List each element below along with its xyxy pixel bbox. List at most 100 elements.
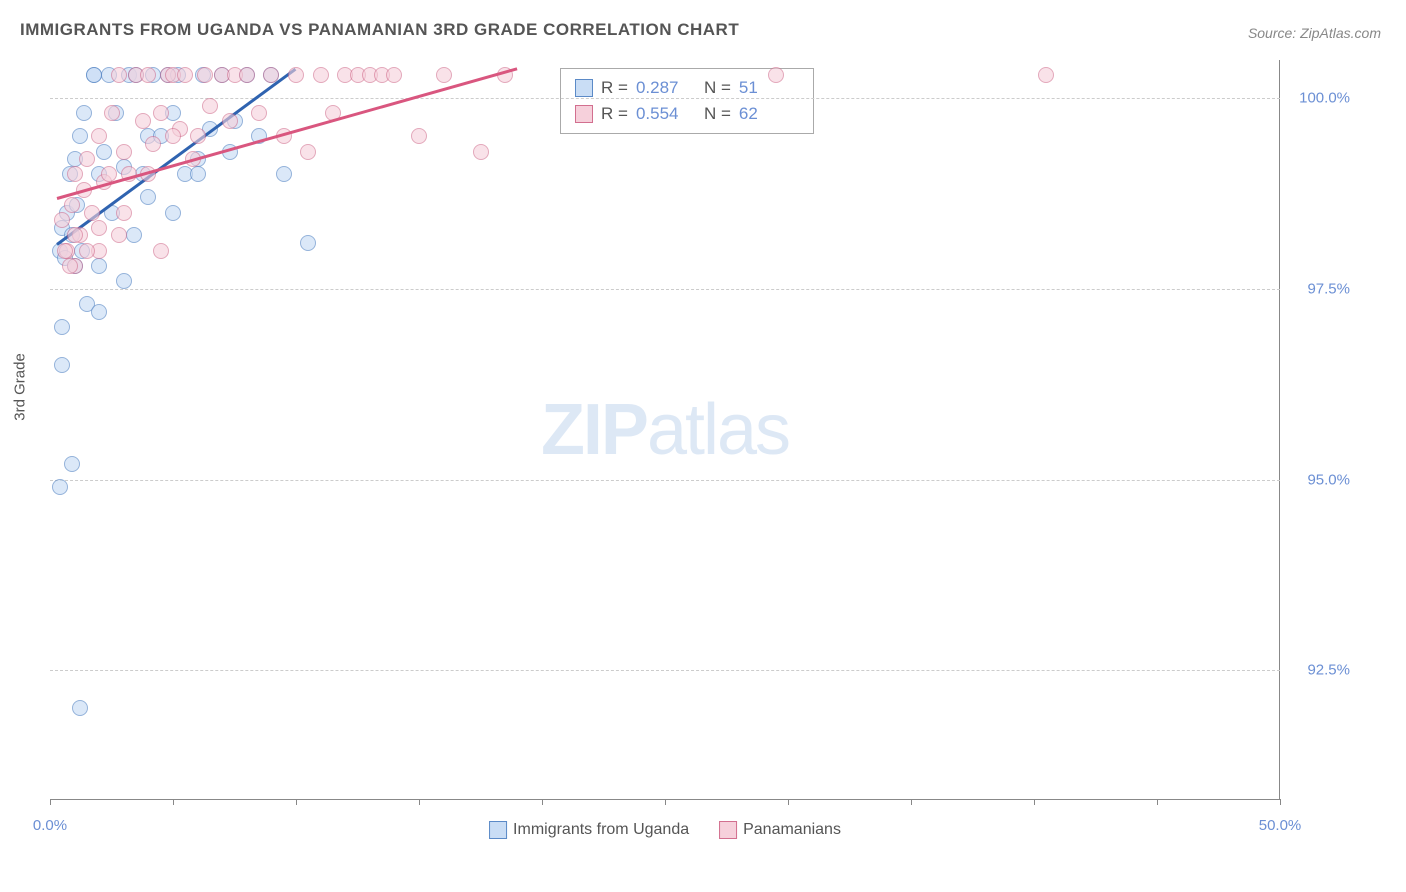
data-point — [116, 205, 132, 221]
data-point — [62, 258, 78, 274]
data-point — [67, 227, 83, 243]
data-point — [67, 166, 83, 182]
y-axis-title: 3rd Grade — [12, 353, 29, 421]
data-point — [116, 273, 132, 289]
gridline-h — [50, 289, 1280, 290]
data-point — [768, 67, 784, 83]
data-point — [116, 144, 132, 160]
r-value-uganda: 0.287 — [636, 78, 696, 98]
x-tick — [173, 799, 174, 805]
x-tick — [911, 799, 912, 805]
data-point — [104, 105, 120, 121]
data-point — [64, 456, 80, 472]
data-point — [54, 357, 70, 373]
r-value-panama: 0.554 — [636, 104, 696, 124]
x-tick — [1280, 799, 1281, 805]
plot-area: ZIPatlas R = 0.287 N = 51 R = 0.554 N = … — [50, 60, 1280, 800]
data-point — [276, 166, 292, 182]
data-point — [239, 67, 255, 83]
data-point — [57, 243, 73, 259]
data-point — [1038, 67, 1054, 83]
data-point — [411, 128, 427, 144]
source-credit: Source: ZipAtlas.com — [1248, 25, 1381, 41]
data-point — [140, 189, 156, 205]
x-tick-label: 50.0% — [1259, 817, 1302, 834]
data-point — [52, 479, 68, 495]
watermark-bold: ZIP — [541, 390, 647, 470]
data-point — [91, 304, 107, 320]
r-label: R = — [601, 78, 628, 98]
data-point — [300, 144, 316, 160]
data-point — [79, 151, 95, 167]
data-point — [263, 67, 279, 83]
data-point — [436, 67, 452, 83]
data-point — [153, 105, 169, 121]
data-point — [54, 319, 70, 335]
legend-item-uganda: Immigrants from Uganda — [489, 821, 689, 839]
watermark: ZIPatlas — [541, 389, 789, 471]
x-tick — [50, 799, 51, 805]
data-point — [84, 205, 100, 221]
x-tick — [419, 799, 420, 805]
data-point — [145, 136, 161, 152]
legend-swatch-panama — [575, 105, 593, 123]
n-value-uganda: 51 — [739, 78, 799, 98]
legend-swatch-panama — [719, 821, 737, 839]
data-point — [165, 205, 181, 221]
data-point — [288, 67, 304, 83]
legend-item-panama: Panamanians — [719, 821, 841, 839]
data-point — [135, 113, 151, 129]
x-tick — [788, 799, 789, 805]
data-point — [79, 243, 95, 259]
data-point — [190, 128, 206, 144]
y-tick-label: 100.0% — [1299, 90, 1350, 107]
data-point — [91, 258, 107, 274]
watermark-light: atlas — [647, 390, 789, 470]
x-tick — [1034, 799, 1035, 805]
data-point — [86, 67, 102, 83]
data-point — [153, 243, 169, 259]
legend-label-uganda: Immigrants from Uganda — [513, 821, 689, 839]
n-value-panama: 62 — [739, 104, 799, 124]
legend-swatch-uganda — [575, 79, 593, 97]
x-tick — [296, 799, 297, 805]
gridline-h — [50, 670, 1280, 671]
data-point — [64, 197, 80, 213]
data-point — [72, 128, 88, 144]
r-label: R = — [601, 104, 628, 124]
gridline-h — [50, 480, 1280, 481]
data-point — [222, 113, 238, 129]
y-axis-line — [1279, 60, 1280, 799]
stats-row-uganda: R = 0.287 N = 51 — [575, 75, 799, 101]
bottom-legend: Immigrants from Uganda Panamanians — [489, 821, 841, 839]
y-tick-label: 97.5% — [1307, 280, 1350, 297]
chart-title: IMMIGRANTS FROM UGANDA VS PANAMANIAN 3RD… — [20, 20, 739, 40]
y-tick-label: 92.5% — [1307, 662, 1350, 679]
n-label: N = — [704, 104, 731, 124]
data-point — [313, 67, 329, 83]
data-point — [202, 98, 218, 114]
data-point — [197, 67, 213, 83]
data-point — [177, 67, 193, 83]
data-point — [54, 212, 70, 228]
x-tick — [665, 799, 666, 805]
data-point — [76, 105, 92, 121]
data-point — [251, 105, 267, 121]
legend-label-panama: Panamanians — [743, 821, 841, 839]
data-point — [386, 67, 402, 83]
data-point — [111, 227, 127, 243]
gridline-h — [50, 98, 1280, 99]
data-point — [473, 144, 489, 160]
data-point — [190, 166, 206, 182]
legend-swatch-uganda — [489, 821, 507, 839]
data-point — [111, 67, 127, 83]
x-tick-label: 0.0% — [33, 817, 67, 834]
data-point — [72, 700, 88, 716]
data-point — [91, 128, 107, 144]
x-tick — [1157, 799, 1158, 805]
data-point — [140, 67, 156, 83]
data-point — [126, 227, 142, 243]
x-tick — [542, 799, 543, 805]
n-label: N = — [704, 78, 731, 98]
data-point — [96, 144, 112, 160]
